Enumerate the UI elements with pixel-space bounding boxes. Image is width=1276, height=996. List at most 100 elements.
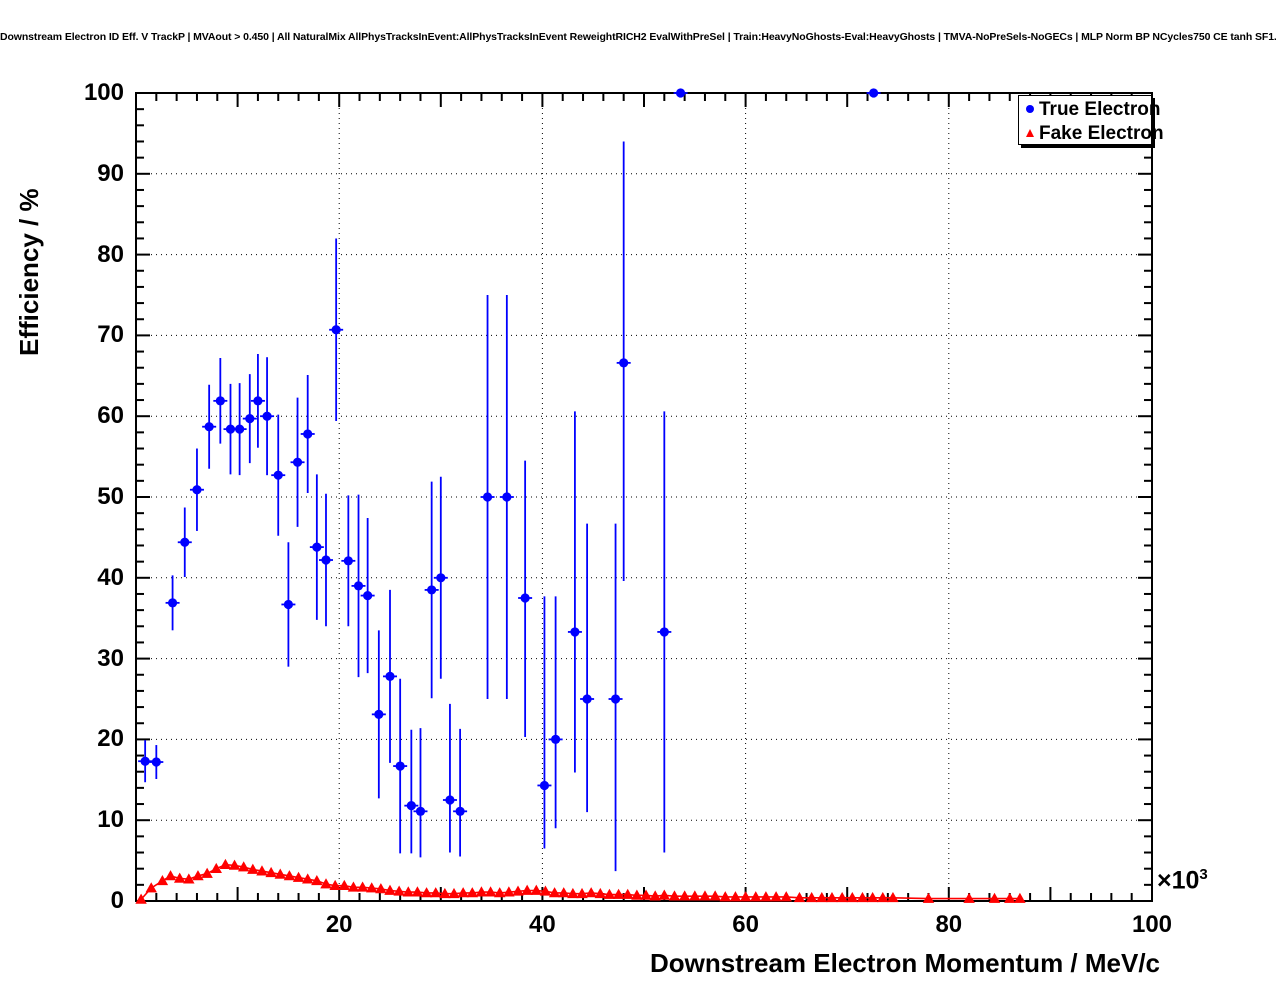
true-electron-marker	[445, 795, 455, 805]
fake-electron-marker	[836, 891, 848, 903]
fake-electron-marker	[539, 885, 552, 896]
fake-electron-marker	[237, 861, 250, 872]
true-electron-marker	[570, 627, 580, 637]
fake-electron-marker	[311, 874, 323, 886]
true-electron-marker	[520, 593, 530, 603]
true-electron-marker	[343, 556, 353, 566]
y-tick-label: 50	[97, 483, 124, 510]
x-tick-label: 20	[325, 911, 353, 938]
fake-electron-marker	[192, 870, 204, 881]
legend-entry-true-electron: True Electron	[1023, 97, 1160, 121]
legend-marker-triangle-icon	[1023, 126, 1039, 140]
fake-electron-marker	[922, 892, 935, 903]
fake-electron-marker	[585, 887, 597, 898]
fake-electron-marker	[320, 878, 332, 889]
true-electron-marker	[610, 694, 621, 704]
true-electron-marker	[204, 422, 214, 432]
fake-electron-marker	[402, 886, 415, 897]
true-electron-marker	[321, 555, 331, 565]
fake-electron-marker	[1014, 892, 1026, 903]
true-electron-marker	[192, 485, 202, 495]
fake-electron-marker	[265, 866, 277, 878]
true-electron-marker	[303, 429, 313, 439]
true-electron-marker	[225, 424, 236, 434]
fake-electron-marker	[411, 886, 424, 897]
true-electron-marker	[363, 590, 373, 601]
fake-electron-marker	[228, 859, 241, 870]
fake-electron-marker	[375, 883, 387, 894]
fake-electron-marker	[173, 872, 186, 883]
fake-electron-marker	[475, 886, 488, 897]
y-tick-label: 40	[97, 563, 124, 591]
true-electron-marker	[551, 734, 561, 745]
y-tick-label: 100	[83, 79, 124, 106]
y-tick-label: 80	[97, 240, 124, 268]
true-electron-marker	[406, 801, 416, 811]
legend-entry-fake-electron: Fake Electron	[1023, 121, 1164, 145]
fake-electron-marker	[521, 884, 533, 895]
fake-electron-marker	[494, 887, 506, 898]
x-tick-label: 60	[732, 911, 759, 938]
fake-electron-marker	[640, 889, 652, 900]
fake-electron-marker	[887, 891, 899, 903]
fake-electron-marker	[530, 884, 543, 895]
true-electron-marker	[245, 414, 255, 424]
fake-electron-marker	[719, 891, 731, 902]
true-electron-marker	[283, 599, 293, 610]
fake-electron-marker	[484, 886, 497, 897]
fake-electron-marker	[448, 887, 460, 899]
true-electron-marker	[235, 424, 245, 434]
true-electron-marker	[215, 396, 225, 406]
fake-electron-marker	[393, 885, 405, 896]
fake-electron-marker	[274, 868, 286, 879]
fake-electron-marker	[201, 867, 213, 878]
fake-electron-marker	[503, 886, 515, 897]
fake-electron-marker	[780, 891, 792, 902]
true-electron-marker	[180, 537, 190, 547]
fake-electron-marker	[356, 881, 369, 892]
fake-electron-marker	[988, 892, 1001, 903]
fake-electron-marker	[183, 873, 195, 884]
series-fake-electron	[135, 858, 1026, 904]
true-electron-marker	[262, 411, 272, 421]
fake-electron-marker	[612, 888, 625, 899]
true-electron-marker	[374, 709, 384, 719]
series-true-electron	[138, 88, 881, 872]
fake-electron-marker	[292, 871, 305, 882]
fake-electron-marker	[963, 892, 975, 903]
fake-electron-marker	[365, 882, 378, 893]
fake-electron-marker	[347, 881, 360, 892]
axis-ticks	[135, 92, 1153, 902]
x-tick-label: 40	[529, 911, 556, 938]
fake-electron-marker	[338, 879, 350, 891]
legend-marker-circle-icon	[1023, 102, 1039, 116]
true-electron-marker	[455, 806, 465, 816]
true-electron-marker	[151, 757, 161, 767]
fake-electron-marker	[567, 887, 579, 899]
y-tick-label: 0	[110, 887, 124, 914]
fake-electron-marker	[668, 890, 681, 901]
x-axis-exponent-prefix: ×10	[1157, 866, 1200, 895]
y-tick-label: 90	[97, 159, 124, 187]
fake-electron-marker	[866, 891, 879, 903]
legend-label-fake-electron: Fake Electron	[1039, 122, 1164, 144]
fake-electron-marker	[548, 887, 561, 898]
true-electron-marker	[659, 627, 669, 637]
fake-electron-marker	[301, 873, 314, 884]
fake-electron-marker	[576, 887, 588, 899]
x-axis-exponent: ×103	[1157, 866, 1208, 895]
fake-electron-marker	[558, 887, 570, 898]
true-electron-marker	[502, 492, 512, 502]
fake-electron-marker	[439, 887, 451, 899]
fake-electron-marker	[739, 891, 752, 902]
fake-electron-marker	[247, 863, 259, 874]
chart-legend[interactable]: True Electron Fake Electron	[1018, 95, 1164, 145]
true-electron-marker	[385, 671, 395, 681]
fake-electron-marker	[709, 890, 721, 901]
true-electron-marker	[353, 581, 364, 591]
fake-electron-marker	[256, 865, 268, 876]
fake-electron-marker	[512, 885, 524, 896]
fake-electron-marker	[622, 888, 634, 899]
